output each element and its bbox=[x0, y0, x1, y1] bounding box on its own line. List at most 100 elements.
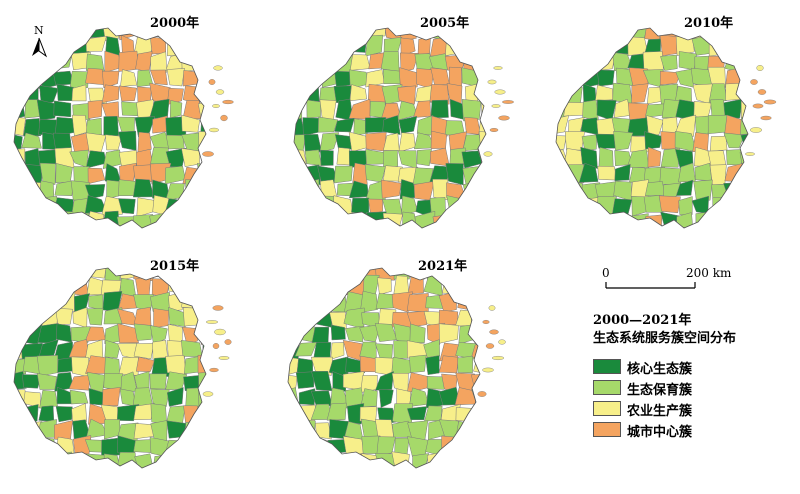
county-region bbox=[196, 421, 206, 438]
county-region bbox=[152, 115, 168, 134]
county-region bbox=[14, 199, 26, 218]
county-region bbox=[406, 310, 428, 328]
county-region bbox=[430, 99, 449, 119]
county-region bbox=[644, 103, 665, 118]
county-region bbox=[137, 131, 152, 154]
scale-bar-start: 0 bbox=[602, 266, 610, 280]
county-region bbox=[36, 355, 59, 377]
county-region bbox=[333, 36, 354, 56]
county-region bbox=[614, 163, 631, 182]
county-region bbox=[202, 293, 206, 309]
county-region bbox=[199, 213, 206, 228]
county-region bbox=[214, 374, 233, 393]
county-region bbox=[490, 390, 509, 408]
county-region bbox=[409, 354, 427, 373]
county-region bbox=[755, 228, 777, 248]
county-region bbox=[169, 227, 183, 228]
county-region bbox=[351, 197, 370, 215]
county-region bbox=[217, 213, 234, 232]
county-region bbox=[496, 21, 514, 36]
island bbox=[208, 79, 216, 85]
county-region bbox=[661, 227, 680, 228]
county-region bbox=[481, 99, 486, 122]
county-region bbox=[345, 325, 364, 343]
county-region bbox=[473, 295, 480, 314]
county-region bbox=[488, 423, 508, 437]
county-region bbox=[319, 36, 339, 56]
county-region bbox=[21, 51, 42, 69]
county-region bbox=[36, 277, 59, 294]
county-region bbox=[580, 229, 599, 247]
county-region bbox=[380, 51, 400, 72]
county-region bbox=[343, 307, 365, 330]
county-region bbox=[86, 229, 106, 247]
county-region bbox=[595, 28, 617, 40]
county-region bbox=[596, 99, 617, 121]
county-region bbox=[346, 403, 365, 425]
county-region bbox=[38, 231, 56, 249]
county-region bbox=[375, 370, 395, 391]
county-region bbox=[470, 278, 480, 295]
county-region bbox=[288, 420, 300, 438]
county-region bbox=[297, 418, 316, 440]
county-region bbox=[490, 375, 504, 389]
county-region bbox=[166, 387, 184, 407]
county-region bbox=[294, 84, 304, 105]
island bbox=[224, 339, 232, 345]
county-region bbox=[14, 28, 26, 41]
county-region bbox=[319, 228, 335, 246]
county-region bbox=[133, 343, 154, 360]
county-region bbox=[102, 387, 121, 407]
county-region bbox=[582, 28, 599, 40]
county-region bbox=[55, 36, 74, 56]
county-region bbox=[398, 115, 418, 134]
county-region bbox=[181, 28, 201, 38]
county-region bbox=[613, 28, 632, 40]
county-region bbox=[167, 323, 183, 344]
island bbox=[498, 115, 510, 121]
county-region bbox=[38, 268, 58, 282]
county-region bbox=[406, 293, 429, 313]
county-region bbox=[22, 293, 41, 313]
county-region bbox=[70, 326, 91, 343]
county-region bbox=[644, 131, 663, 150]
county-region bbox=[301, 178, 320, 198]
legend-item: 农业生产簇 bbox=[593, 398, 793, 419]
county-region bbox=[149, 436, 169, 457]
county-region bbox=[381, 179, 402, 199]
county-region bbox=[150, 36, 166, 55]
county-region bbox=[411, 469, 428, 486]
county-region bbox=[14, 35, 27, 55]
county-region bbox=[493, 37, 514, 57]
county-region bbox=[165, 467, 185, 468]
county-region bbox=[168, 28, 186, 41]
county-region bbox=[22, 28, 44, 39]
county-region bbox=[471, 469, 493, 485]
county-region bbox=[396, 388, 412, 407]
county-region bbox=[39, 451, 58, 468]
county-region bbox=[150, 388, 170, 409]
county-region bbox=[122, 468, 139, 486]
county-region bbox=[301, 67, 322, 88]
county-region bbox=[69, 268, 88, 281]
county-region bbox=[181, 213, 204, 228]
county-region bbox=[556, 212, 565, 228]
county-region bbox=[740, 37, 748, 58]
county-region bbox=[72, 467, 89, 468]
county-region bbox=[478, 37, 486, 57]
county-region bbox=[87, 100, 103, 119]
county-region bbox=[447, 28, 467, 42]
scale-bar: 0 200 km bbox=[600, 262, 800, 292]
county-region bbox=[196, 35, 206, 57]
county-region bbox=[360, 388, 378, 408]
county-region bbox=[381, 84, 403, 105]
county-region bbox=[457, 291, 474, 311]
county-region bbox=[492, 435, 509, 456]
county-region bbox=[116, 404, 140, 422]
county-region bbox=[709, 135, 728, 152]
county-region bbox=[458, 324, 475, 345]
county-region bbox=[288, 277, 299, 296]
county-region bbox=[69, 389, 89, 405]
county-region bbox=[495, 67, 514, 87]
county-region bbox=[87, 167, 106, 185]
